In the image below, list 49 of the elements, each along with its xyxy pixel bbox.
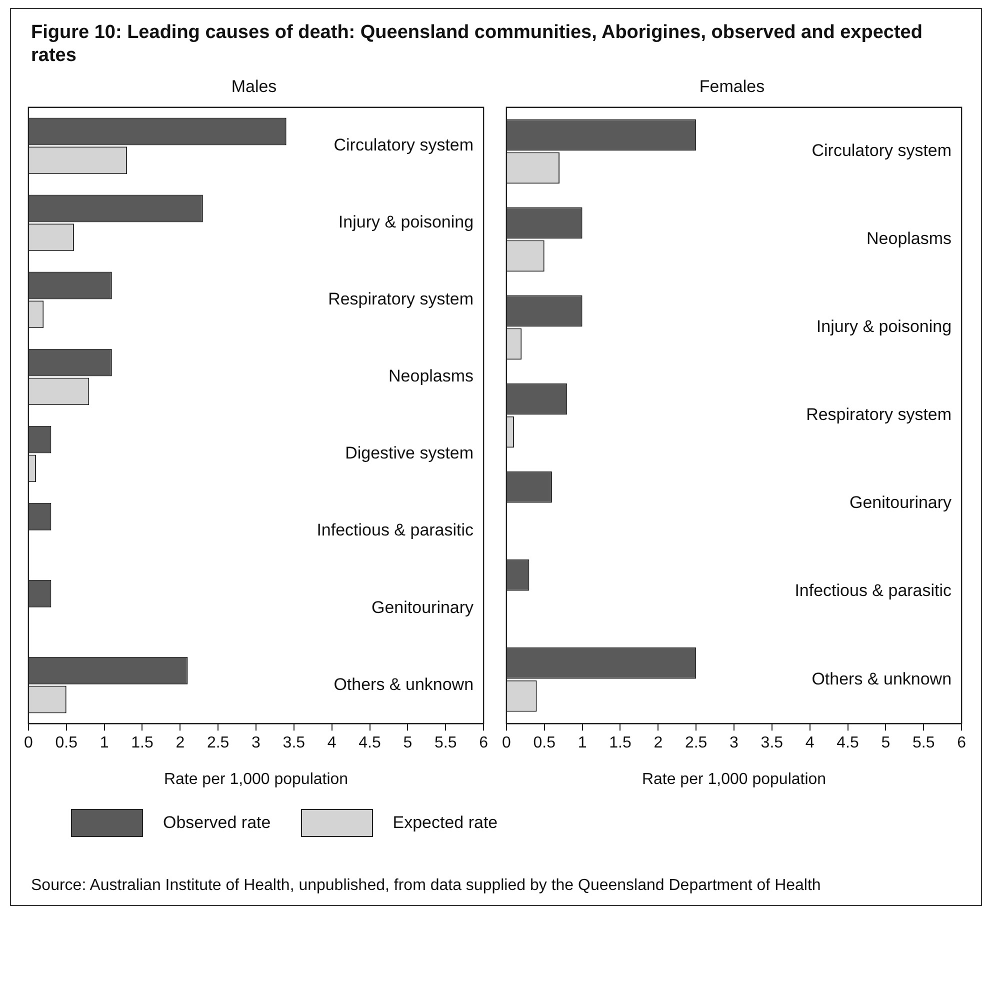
- x-tick-label: 0: [24, 734, 33, 752]
- y-tick-label: Infectious & parasitic: [794, 581, 952, 600]
- chart-subtitle: Females: [699, 76, 765, 96]
- x-tick-label: 4.5: [836, 734, 859, 752]
- x-tick-label: 0: [502, 734, 511, 752]
- x-tick-label: 2.5: [684, 734, 708, 752]
- y-tick-label: Circulatory system: [334, 136, 474, 155]
- x-tick-label: 2: [176, 734, 185, 752]
- x-tick-label: 0.5: [533, 734, 556, 752]
- y-tick-label: Neoplasms: [388, 366, 474, 386]
- y-tick-label: Others & unknown: [334, 674, 474, 694]
- x-tick-label: 4.5: [358, 734, 381, 752]
- x-tick-label: 1: [100, 734, 109, 752]
- x-tick-label: 5: [403, 734, 412, 752]
- x-tick-label: 3: [730, 734, 739, 752]
- x-tick-label: 6: [957, 734, 966, 752]
- x-tick-label: 1.5: [131, 734, 154, 752]
- x-tick-label: 5: [881, 734, 890, 752]
- x-axis-title: Rate per 1,000 population: [642, 770, 826, 788]
- x-tick-label: 0.5: [55, 734, 78, 752]
- y-tick-label: Circulatory system: [812, 141, 952, 160]
- y-tick-label: Others & unknown: [812, 669, 952, 688]
- y-tick-label: Genitourinary: [371, 598, 474, 617]
- source-note: Source: Australian Institute of Health, unpublished, from data supplied by the Queensland Department of Health: [31, 877, 822, 895]
- y-tick-label: Injury & poisoning: [338, 212, 474, 232]
- y-tick-label: Neoplasms: [866, 229, 952, 248]
- chart-subtitle: Males: [231, 76, 277, 96]
- chart-title: Figure 10: Leading causes of death: Queensland communities, Aborigines, observed and expected rates: [30, 21, 924, 68]
- x-tick-label: 6: [479, 734, 488, 752]
- legend-label: Expected rate: [392, 813, 498, 833]
- y-tick-label: Digestive system: [345, 444, 474, 463]
- x-tick-label: 4: [327, 734, 336, 752]
- x-tick-label: 5.5: [434, 734, 457, 752]
- x-axis-title: Rate per 1,000 population: [164, 770, 348, 788]
- y-tick-label: Genitourinary: [849, 493, 952, 512]
- x-tick-label: 3.5: [760, 734, 784, 752]
- x-tick-label: 5.5: [912, 734, 935, 752]
- x-tick-label: 1.5: [609, 734, 632, 752]
- y-tick-label: Respiratory system: [806, 405, 952, 424]
- y-tick-label: Respiratory system: [328, 290, 474, 309]
- x-tick-label: 1: [578, 734, 587, 752]
- x-tick-label: 3: [252, 734, 261, 752]
- x-tick-label: 4: [805, 734, 814, 752]
- x-tick-label: 2: [654, 734, 663, 752]
- x-tick-label: 3.5: [282, 734, 306, 752]
- y-tick-label: Infectious & parasitic: [316, 520, 474, 540]
- legend-label: Observed rate: [163, 813, 271, 833]
- x-tick-label: 2.5: [206, 734, 230, 752]
- y-tick-label: Injury & poisoning: [816, 317, 952, 336]
